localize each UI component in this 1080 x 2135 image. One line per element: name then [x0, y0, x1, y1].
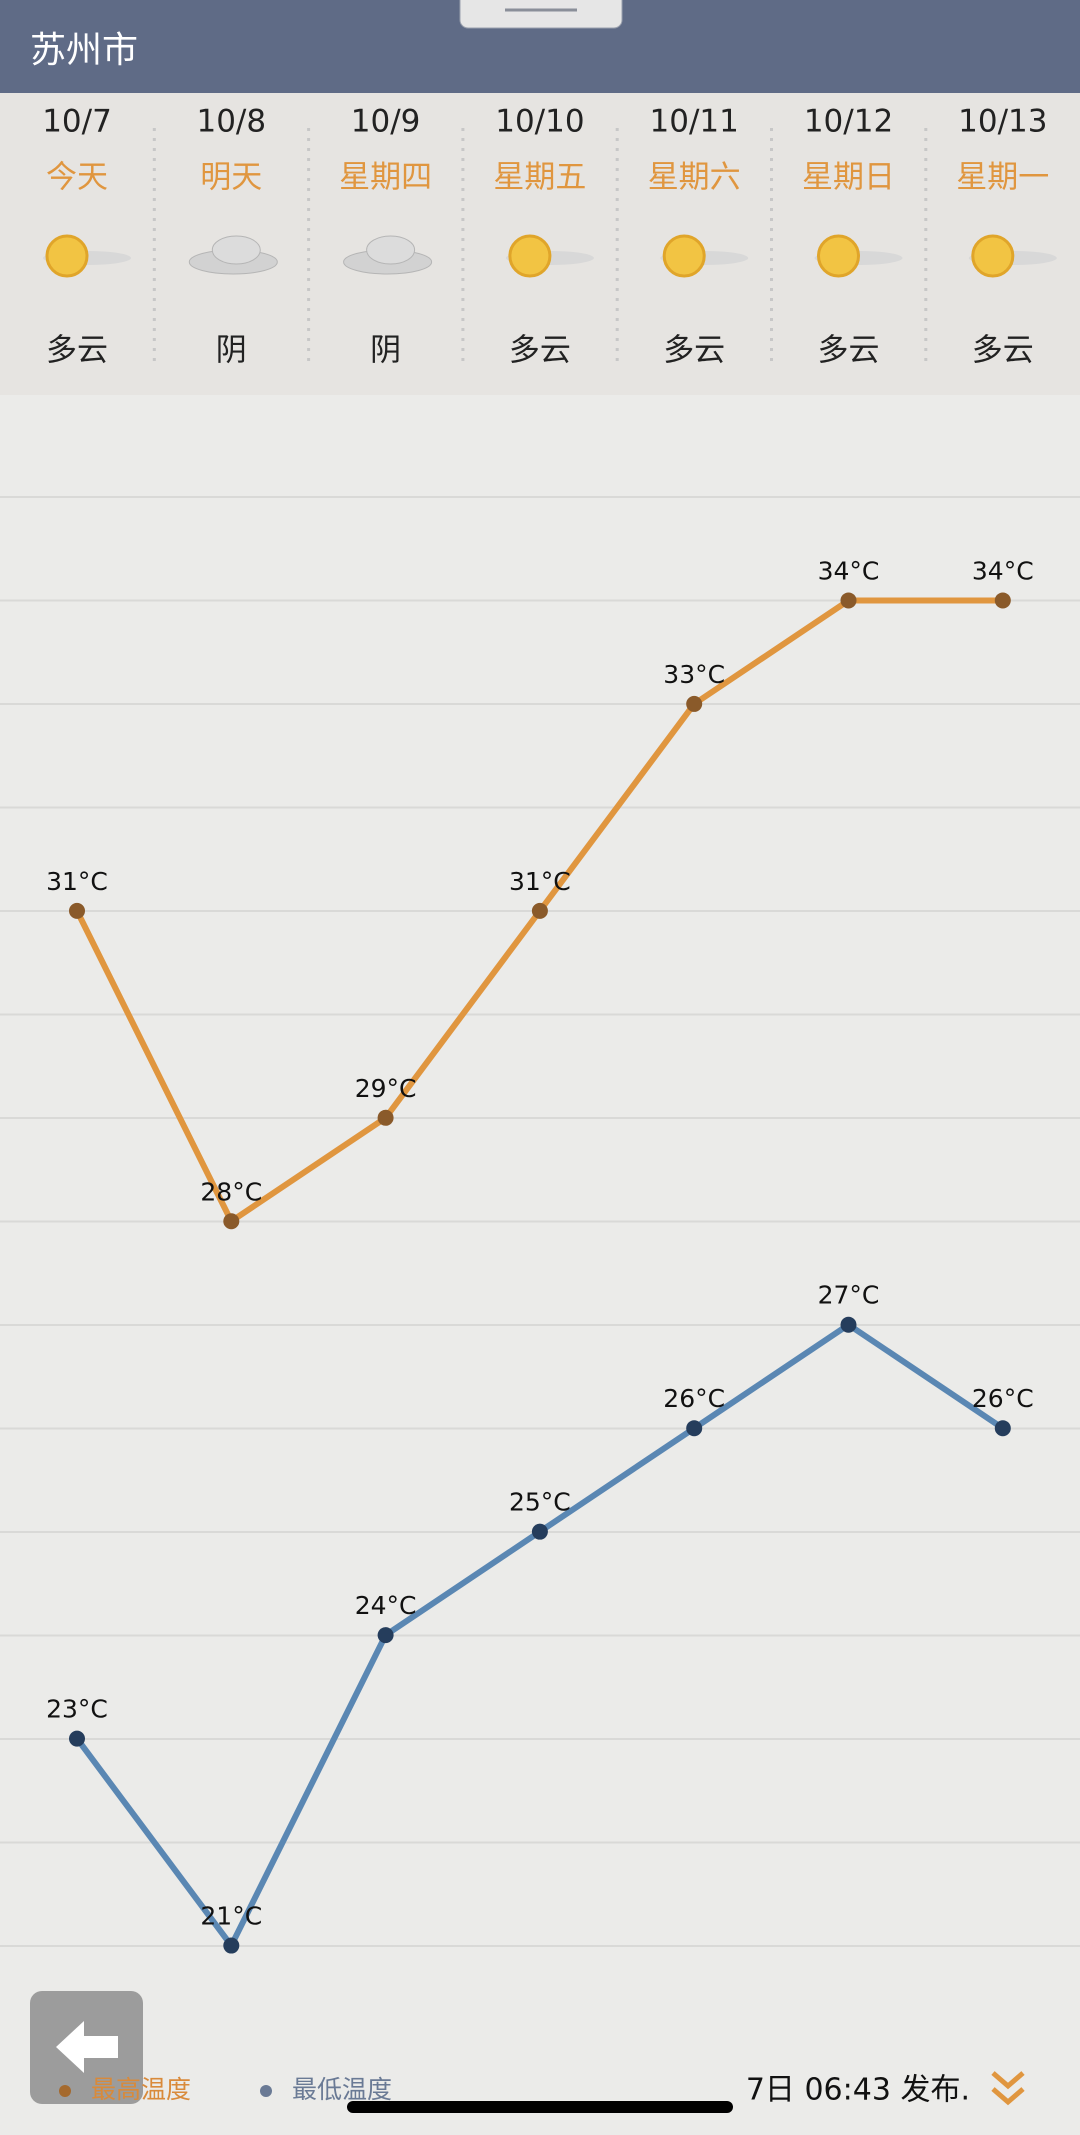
- temp-label: 31°C: [509, 867, 571, 896]
- temp-point: [840, 1316, 857, 1333]
- legend: 最高温度 最低温度: [59, 2075, 392, 2104]
- legend-label: 最低温度: [292, 2075, 392, 2104]
- temp-point: [994, 592, 1011, 609]
- temp-label: 34°C: [972, 556, 1034, 585]
- temp-label: 23°C: [46, 1695, 108, 1724]
- pull-tab[interactable]: [459, 0, 623, 29]
- weather-text: 多云: [509, 333, 571, 369]
- weather-text: 多云: [972, 333, 1034, 369]
- day-name: 明天: [200, 160, 262, 196]
- sun-icon: [508, 234, 552, 278]
- legend-dot: [59, 2085, 71, 2097]
- temp-label: 28°C: [200, 1177, 262, 1206]
- temp-point: [223, 1937, 240, 1954]
- temp-point: [377, 1109, 394, 1126]
- temp-point: [531, 902, 548, 919]
- temp-label: 34°C: [818, 556, 880, 585]
- weather-text: 多云: [663, 333, 725, 369]
- sun-icon: [662, 234, 706, 278]
- legend-label: 最高温度: [91, 2075, 191, 2104]
- expand-chevron[interactable]: [991, 2071, 1025, 2106]
- cloud-icon: [366, 235, 416, 265]
- day-name: 星期五: [493, 160, 586, 196]
- temp-label: 33°C: [663, 660, 725, 689]
- weather-text: 多云: [818, 333, 880, 369]
- temperature-chart: 31°C 28°C 29°C 31°C 33°C 34°C 34°C 23°C 21°C 24°C…: [46, 556, 1034, 1954]
- date-label: 10/13: [958, 104, 1047, 140]
- date-label: 10/8: [196, 104, 266, 140]
- cloud-icon: [211, 235, 261, 265]
- sun-icon: [971, 234, 1015, 278]
- weather-text: 阴: [216, 333, 247, 369]
- temp-point: [69, 1730, 85, 1747]
- legend-dot: [260, 2085, 272, 2097]
- temp-label: 26°C: [663, 1384, 725, 1413]
- temp-label: 31°C: [46, 867, 108, 896]
- date-label: 10/12: [804, 104, 893, 140]
- temp-label: 27°C: [818, 1281, 880, 1310]
- day-name: 星期一: [956, 160, 1049, 196]
- sun-icon: [817, 234, 860, 278]
- temp-point: [686, 1420, 703, 1437]
- temp-label: 21°C: [200, 1902, 262, 1931]
- day-name: 星期六: [648, 160, 741, 196]
- temp-label: 26°C: [972, 1384, 1034, 1413]
- temp-point: [69, 902, 85, 919]
- temp-point: [994, 1420, 1011, 1437]
- city-title: 苏州市: [30, 30, 138, 71]
- date-label: 10/9: [351, 104, 421, 140]
- temp-point: [377, 1627, 394, 1644]
- date-label: 10/7: [42, 104, 112, 140]
- day-name: 星期日: [802, 160, 895, 196]
- temp-point: [686, 695, 703, 712]
- weather-text: 阴: [370, 333, 401, 369]
- publish-time: 7日 06:43 发布.: [746, 2073, 970, 2108]
- temp-label: 29°C: [355, 1074, 417, 1103]
- back-arrow: [56, 2021, 118, 2073]
- date-label: 10/10: [495, 104, 584, 140]
- day-name: 星期四: [339, 160, 432, 196]
- temp-point: [840, 592, 857, 609]
- day-name: 今天: [46, 160, 108, 196]
- home-indicator: [347, 2101, 733, 2113]
- weather-text: 多云: [46, 333, 108, 369]
- temp-label: 24°C: [355, 1591, 417, 1620]
- sun-icon: [45, 234, 89, 278]
- date-label: 10/11: [650, 104, 739, 140]
- temp-label: 25°C: [509, 1488, 571, 1517]
- temp-point: [223, 1213, 240, 1230]
- temp-point: [531, 1523, 548, 1540]
